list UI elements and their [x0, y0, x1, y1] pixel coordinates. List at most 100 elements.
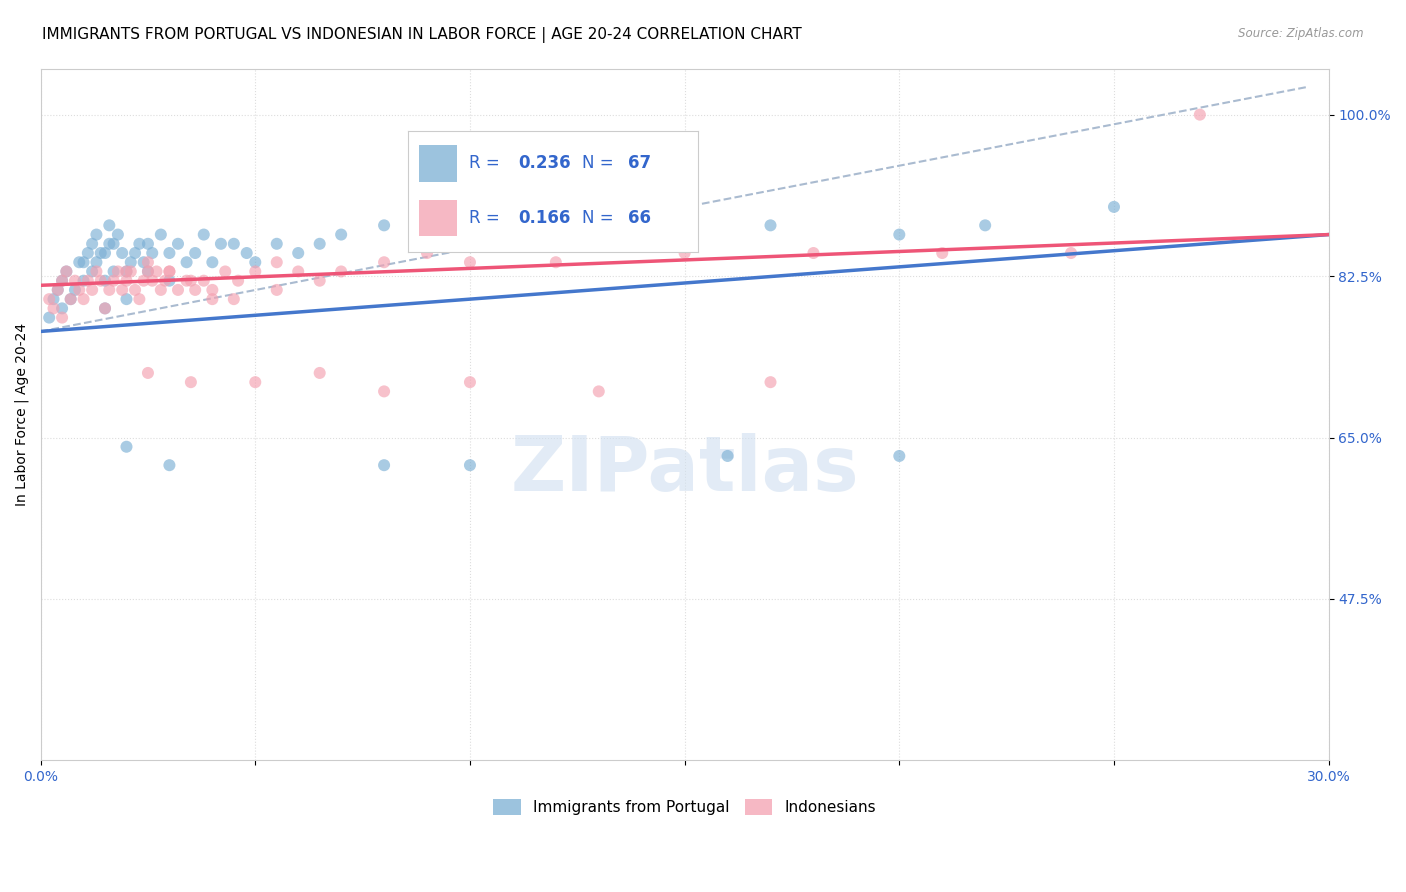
Point	[128, 236, 150, 251]
Point	[222, 292, 245, 306]
Point	[82, 236, 104, 251]
Point	[673, 227, 696, 242]
Point	[115, 264, 138, 278]
Point	[107, 264, 129, 278]
Point	[201, 255, 224, 269]
Point	[153, 274, 176, 288]
Legend: Immigrants from Portugal, Indonesians: Immigrants from Portugal, Indonesians	[494, 799, 876, 815]
Point	[51, 301, 73, 316]
Point	[124, 246, 146, 260]
Point	[86, 227, 108, 242]
Point	[588, 236, 610, 251]
Point	[55, 264, 77, 278]
Point	[94, 274, 117, 288]
Point	[157, 264, 180, 278]
Point	[287, 264, 309, 278]
Text: IMMIGRANTS FROM PORTUGAL VS INDONESIAN IN LABOR FORCE | AGE 20-24 CORRELATION CH: IMMIGRANTS FROM PORTUGAL VS INDONESIAN I…	[42, 27, 801, 43]
Point	[308, 274, 330, 288]
Point	[149, 283, 172, 297]
Point	[193, 274, 215, 288]
Point	[180, 375, 202, 389]
Point	[72, 274, 94, 288]
Point	[167, 236, 190, 251]
Point	[51, 274, 73, 288]
Point	[266, 283, 288, 297]
Point	[98, 236, 121, 251]
Point	[458, 458, 481, 473]
Point	[373, 219, 395, 233]
Point	[132, 255, 155, 269]
Point	[214, 264, 236, 278]
Point	[145, 264, 167, 278]
Point	[86, 264, 108, 278]
Point	[128, 292, 150, 306]
Point	[59, 292, 82, 306]
Point	[266, 236, 288, 251]
Point	[149, 227, 172, 242]
Point	[588, 384, 610, 399]
Point	[136, 236, 159, 251]
Point	[176, 255, 198, 269]
Point	[98, 219, 121, 233]
Point	[72, 292, 94, 306]
Point	[226, 274, 249, 288]
Point	[974, 219, 997, 233]
Point	[98, 283, 121, 297]
Point	[38, 310, 60, 325]
Point	[201, 283, 224, 297]
Point	[266, 255, 288, 269]
Point	[157, 246, 180, 260]
Point	[1060, 246, 1083, 260]
Point	[458, 236, 481, 251]
Point	[287, 246, 309, 260]
Point	[308, 366, 330, 380]
Point	[42, 301, 65, 316]
Point	[115, 264, 138, 278]
Point	[46, 283, 69, 297]
Point	[136, 264, 159, 278]
Point	[245, 255, 267, 269]
Point	[157, 264, 180, 278]
Point	[716, 449, 738, 463]
Point	[245, 264, 267, 278]
Point	[308, 236, 330, 251]
Point	[373, 255, 395, 269]
Point	[222, 236, 245, 251]
Point	[94, 301, 117, 316]
Point	[103, 264, 125, 278]
Point	[51, 310, 73, 325]
Point	[1102, 200, 1125, 214]
Point	[103, 236, 125, 251]
Point	[184, 246, 207, 260]
Point	[193, 227, 215, 242]
Point	[136, 255, 159, 269]
Point	[76, 274, 98, 288]
Point	[759, 375, 782, 389]
Point	[63, 274, 86, 288]
Point	[373, 384, 395, 399]
Point	[235, 246, 257, 260]
Point	[90, 246, 112, 260]
Point	[86, 255, 108, 269]
Point	[157, 274, 180, 288]
Y-axis label: In Labor Force | Age 20-24: In Labor Force | Age 20-24	[15, 323, 30, 506]
Point	[67, 255, 90, 269]
Point	[107, 227, 129, 242]
Point	[132, 274, 155, 288]
Point	[523, 219, 546, 233]
Point	[115, 292, 138, 306]
Point	[180, 274, 202, 288]
Point	[46, 283, 69, 297]
Point	[63, 283, 86, 297]
Point	[889, 227, 911, 242]
Point	[42, 292, 65, 306]
Point	[94, 246, 117, 260]
Point	[120, 255, 142, 269]
Point	[184, 283, 207, 297]
Point	[1188, 108, 1211, 122]
Text: ZIPatlas: ZIPatlas	[510, 433, 859, 507]
Point	[120, 264, 142, 278]
Point	[55, 264, 77, 278]
Point	[458, 255, 481, 269]
Point	[115, 274, 138, 288]
